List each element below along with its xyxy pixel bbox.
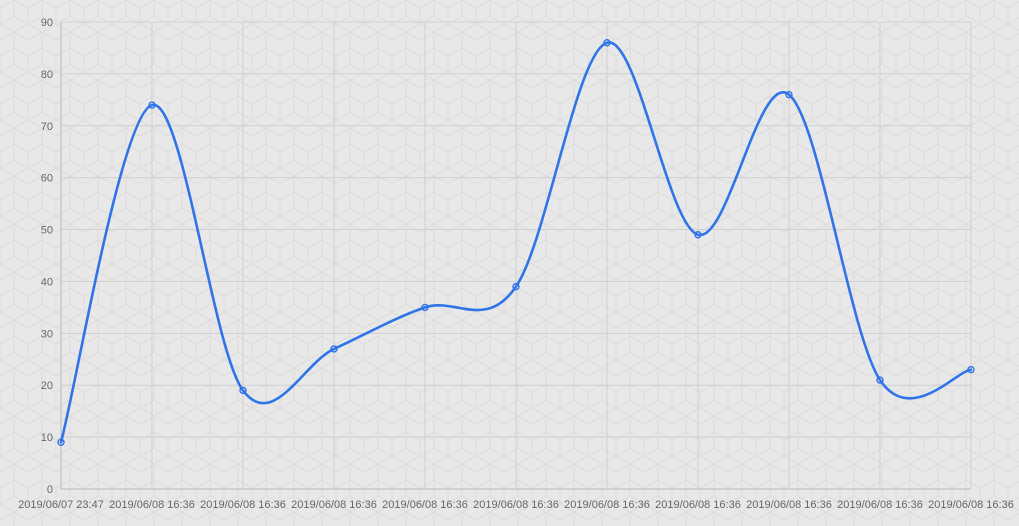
y-tick-label: 40 [41, 276, 53, 288]
data-point[interactable] [330, 345, 338, 353]
x-tick-label: 2019/06/08 16:36 [564, 499, 650, 511]
y-tick-label: 50 [41, 225, 53, 237]
y-tick-label: 70 [41, 121, 53, 133]
x-tick-label: 2019/06/08 16:36 [109, 499, 195, 511]
x-tick-label: 2019/06/08 16:36 [655, 499, 741, 511]
y-tick-label: 80 [41, 69, 53, 81]
data-point[interactable] [694, 231, 702, 239]
tick-labels: 0 10 20 30 40 50 60 70 80 90 2019/06/07 23:47 2019/… [18, 17, 1014, 511]
data-point[interactable] [785, 90, 793, 99]
data-point[interactable] [239, 386, 247, 395]
data-point[interactable] [512, 282, 520, 291]
series-layer [57, 39, 975, 446]
data-point[interactable] [603, 39, 611, 47]
y-tick-label: 0 [47, 484, 53, 496]
x-tick-label: 2019/06/08 16:36 [473, 499, 559, 511]
data-point[interactable] [967, 365, 975, 374]
y-tick-label: 90 [41, 17, 53, 29]
grid [60, 21, 972, 490]
x-tick-label: 2019/06/08 16:36 [837, 499, 923, 511]
y-tick-label: 60 [41, 173, 53, 185]
data-point[interactable] [148, 101, 156, 109]
y-tick-label: 20 [41, 380, 53, 392]
x-tick-label: 2019/06/07 23:47 [18, 499, 104, 511]
x-tick-label: 2019/06/08 16:36 [291, 499, 377, 511]
x-tick-label: 2019/06/08 16:36 [200, 499, 286, 511]
x-tick-label: 2019/06/08 16:36 [928, 499, 1014, 511]
y-tick-label: 10 [41, 432, 53, 444]
series-line [59, 41, 973, 444]
data-point[interactable] [876, 376, 884, 384]
data-point[interactable] [57, 438, 65, 446]
x-tick-label: 2019/06/08 16:36 [746, 499, 832, 511]
x-tick-label: 2019/06/08 16:36 [382, 499, 468, 511]
data-point[interactable] [421, 303, 429, 312]
y-tick-label: 30 [41, 328, 53, 340]
